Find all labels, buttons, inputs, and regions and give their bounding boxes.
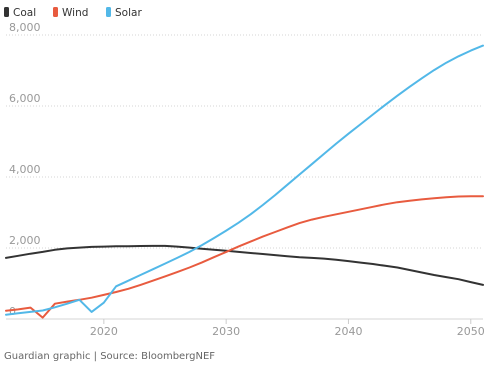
legend: Coal Wind Solar — [4, 7, 142, 19]
legend-label-solar: Solar — [115, 7, 142, 19]
source-note: Guardian graphic | Source: BloombergNEF — [4, 351, 215, 362]
legend-swatch-wind — [53, 7, 58, 17]
x-tick-label-2040: 2040 — [334, 325, 362, 338]
x-tick-label-2020: 2020 — [90, 325, 118, 338]
grid-lines — [6, 34, 483, 320]
y-tick-label-6000: 6,000 — [9, 92, 41, 105]
x-tick-label-2050: 2050 — [457, 325, 484, 338]
y-tick-label-2000: 2,000 — [9, 234, 41, 247]
series-line-solar — [5, 44, 484, 316]
legend-label-coal: Coal — [13, 7, 36, 19]
legend-swatch-solar — [106, 7, 111, 17]
series-line-coal — [5, 244, 484, 286]
y-tick-label-0: 0 — [9, 305, 16, 318]
y-tick-label-4000: 4,000 — [9, 163, 41, 176]
series-line-wind — [5, 195, 484, 319]
y-tick-label-8000: 8,000 — [9, 21, 41, 34]
legend-swatch-coal — [4, 7, 9, 17]
x-axis-ticks: 2020 2030 2040 2050 — [90, 319, 484, 338]
y-axis-tick-labels: 0 2,000 4,000 6,000 8,000 — [9, 21, 41, 318]
series-lines — [5, 44, 484, 319]
x-tick-label-2030: 2030 — [212, 325, 240, 338]
legend-label-wind: Wind — [62, 7, 88, 19]
